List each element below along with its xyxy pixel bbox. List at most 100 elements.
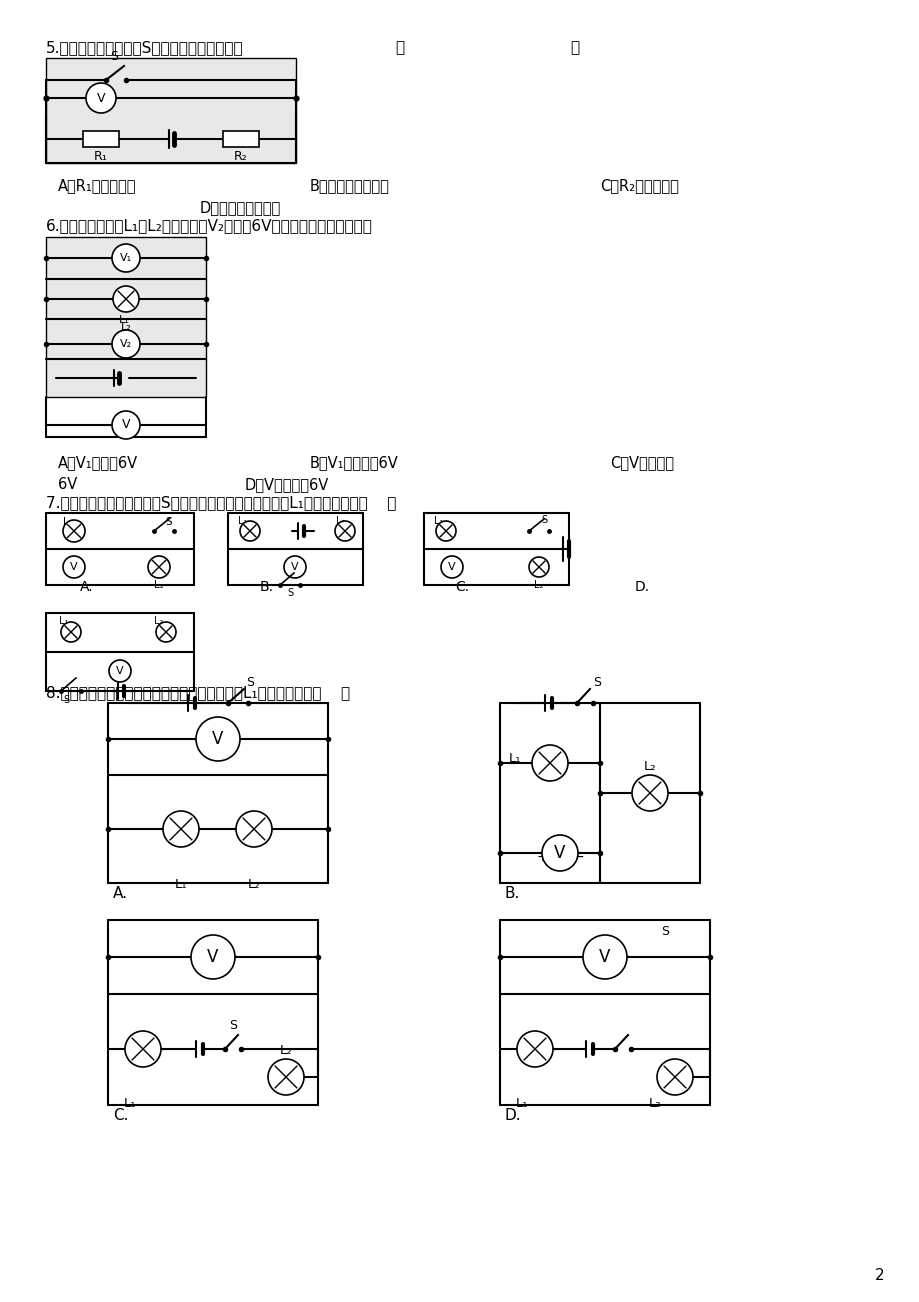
Text: L₁: L₁	[119, 315, 130, 326]
Circle shape	[531, 745, 567, 781]
Text: L₁: L₁	[175, 878, 187, 891]
Text: 6V: 6V	[58, 477, 77, 492]
Text: C.: C.	[455, 579, 469, 594]
Text: B.: B.	[260, 579, 274, 594]
Text: D．以上说法都不对: D．以上说法都不对	[199, 201, 281, 215]
Text: V: V	[212, 730, 223, 749]
Circle shape	[125, 1031, 161, 1068]
Text: V: V	[554, 844, 565, 862]
Text: R₂: R₂	[233, 150, 247, 163]
Text: V: V	[70, 562, 78, 572]
Text: V: V	[448, 562, 455, 572]
Text: S: S	[540, 516, 547, 525]
Bar	[83, 132, 119, 147]
Text: V₂: V₂	[119, 339, 132, 349]
Text: D.: D.	[634, 579, 650, 594]
Text: C．V示数小于: C．V示数小于	[609, 454, 674, 470]
Text: B．V₁示数大于6V: B．V₁示数大于6V	[310, 454, 398, 470]
Text: B．电源两端的电压: B．电源两端的电压	[310, 178, 390, 193]
Text: 6.如图所示，灯泡L₁比L₂亮，电压表V₂示数为6V，下列说法正确的是（）: 6.如图所示，灯泡L₁比L₂亮，电压表V₂示数为6V，下列说法正确的是（）	[46, 217, 372, 233]
Circle shape	[516, 1031, 552, 1068]
Text: A．V₁示数为6V: A．V₁示数为6V	[58, 454, 138, 470]
Text: A.: A.	[113, 885, 128, 901]
Circle shape	[108, 660, 130, 682]
Text: L₁: L₁	[59, 616, 69, 626]
Bar	[46, 237, 206, 397]
Text: −: −	[222, 956, 233, 970]
Text: S: S	[229, 1019, 237, 1032]
Circle shape	[541, 835, 577, 871]
Text: L₂: L₂	[336, 516, 346, 526]
Circle shape	[112, 411, 140, 439]
Text: +: +	[614, 956, 625, 970]
Text: L₂: L₂	[247, 878, 260, 891]
Text: +: +	[536, 850, 547, 865]
Text: L₁: L₁	[238, 516, 247, 526]
Text: V: V	[207, 948, 219, 966]
Text: L₁: L₁	[508, 751, 521, 764]
Text: ）: ）	[570, 40, 578, 55]
Circle shape	[85, 83, 116, 113]
Text: S: S	[593, 676, 600, 689]
Text: L₂: L₂	[534, 579, 543, 590]
Circle shape	[267, 1059, 303, 1095]
Circle shape	[528, 557, 549, 577]
Text: −: −	[227, 742, 239, 756]
Text: S: S	[660, 924, 668, 937]
Circle shape	[156, 622, 176, 642]
Circle shape	[163, 811, 199, 848]
Text: +: +	[192, 956, 204, 970]
Circle shape	[236, 811, 272, 848]
Circle shape	[148, 556, 170, 578]
Circle shape	[436, 521, 456, 542]
Circle shape	[631, 775, 667, 811]
Text: 2: 2	[874, 1268, 884, 1282]
Text: L₂: L₂	[153, 579, 164, 590]
Text: S: S	[165, 517, 172, 527]
Text: R₁: R₁	[94, 150, 108, 163]
Text: C.: C.	[113, 1108, 129, 1124]
Text: V: V	[116, 667, 124, 676]
Circle shape	[656, 1059, 692, 1095]
Circle shape	[583, 935, 627, 979]
Text: L₂: L₂	[648, 1098, 661, 1111]
Text: S: S	[110, 49, 118, 62]
Circle shape	[113, 286, 139, 312]
Text: L₂: L₂	[643, 760, 655, 773]
Text: −: −	[572, 850, 584, 865]
Text: C．R₂两端的电压: C．R₂两端的电压	[599, 178, 678, 193]
Text: L₂: L₂	[279, 1044, 292, 1057]
Bar	[46, 59, 296, 163]
Text: L₂: L₂	[120, 322, 131, 332]
Text: S: S	[62, 695, 69, 704]
Text: L₁: L₁	[124, 1098, 136, 1111]
Text: 8.下列四个电路图中，能正确使用电压表测得灯L₁两端电压的是（    ）: 8.下列四个电路图中，能正确使用电压表测得灯L₁两端电压的是（ ）	[46, 685, 350, 700]
Circle shape	[112, 329, 140, 358]
Circle shape	[335, 521, 355, 542]
Text: L₁: L₁	[62, 517, 73, 527]
Circle shape	[196, 717, 240, 760]
Text: −: −	[584, 956, 596, 970]
Text: V: V	[121, 418, 130, 431]
Circle shape	[284, 556, 306, 578]
Text: +: +	[197, 742, 209, 756]
Circle shape	[112, 243, 140, 272]
Text: L₁: L₁	[434, 516, 443, 526]
Text: V: V	[291, 562, 299, 572]
Circle shape	[62, 556, 85, 578]
Text: B.: B.	[505, 885, 520, 901]
Text: L₂: L₂	[154, 616, 164, 626]
Text: S: S	[245, 676, 254, 689]
Circle shape	[440, 556, 462, 578]
Text: V: V	[598, 948, 610, 966]
Bar	[222, 132, 259, 147]
Text: V₁: V₁	[119, 253, 132, 263]
Circle shape	[240, 521, 260, 542]
Text: S: S	[287, 589, 293, 598]
Circle shape	[191, 935, 234, 979]
Circle shape	[62, 519, 85, 542]
Text: （: （	[394, 40, 403, 55]
Text: 7.下面所列电路中，当开关S闭合，电压表能直接测出灯泡L₁两端电压的是（    ）: 7.下面所列电路中，当开关S闭合，电压表能直接测出灯泡L₁两端电压的是（ ）	[46, 495, 396, 510]
Text: D．V示数大于6V: D．V示数大于6V	[244, 477, 329, 492]
Circle shape	[61, 622, 81, 642]
